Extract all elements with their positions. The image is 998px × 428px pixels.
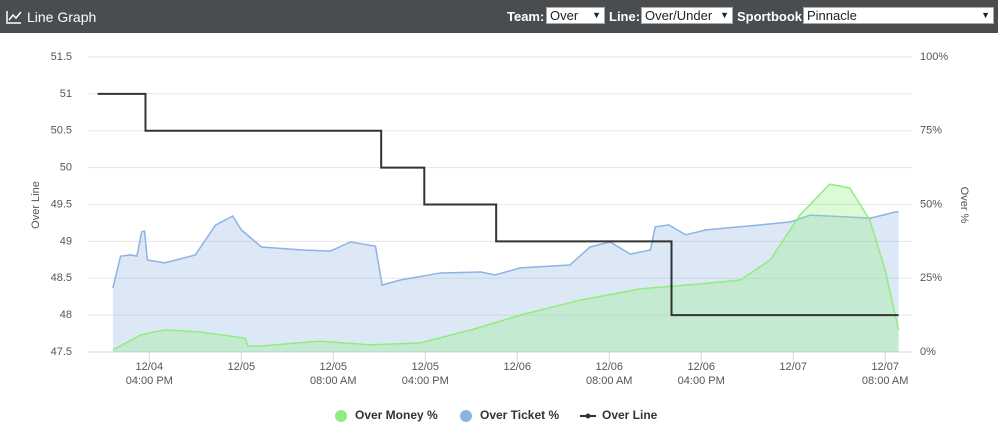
- legend-label: Over Ticket %: [480, 408, 559, 422]
- area-fill: [112, 211, 899, 352]
- line-label: Line:: [609, 9, 641, 24]
- sportbook-value: Pinnacle: [807, 8, 857, 23]
- y-tick-label: 49.5: [51, 198, 72, 210]
- legend-label: Over Money %: [355, 408, 438, 422]
- y-tick-label: 50.5: [51, 125, 72, 137]
- y2-tick-label: 25%: [920, 272, 942, 284]
- header-title: Line Graph: [27, 9, 97, 25]
- legend-symbol: [460, 410, 472, 422]
- x-tick-label: 12/06: [503, 361, 531, 373]
- sportbook-label: Sportbook:: [737, 9, 807, 24]
- x-tick-label: 08:00 AM: [586, 375, 632, 387]
- x-tick-label: 04:00 PM: [402, 375, 449, 387]
- y-tick-label: 48.5: [51, 272, 72, 284]
- y2-tick-label: 50%: [920, 198, 942, 210]
- series-line: [112, 183, 900, 351]
- legend-symbol: [585, 413, 591, 419]
- legend-label: Over Line: [602, 408, 658, 422]
- y-tick-label: 49: [60, 235, 72, 247]
- y-tick-label: 51: [60, 88, 72, 100]
- x-tick-label: 12/06: [595, 361, 623, 373]
- y-tick-label: 48: [60, 309, 72, 321]
- area-fill: [112, 184, 899, 352]
- header-bar: Line Graph Team: Over ▼ Line: Over/Under ▼…: [0, 0, 998, 33]
- y-tick-label: 47.5: [51, 346, 72, 358]
- chart-icon: [6, 11, 22, 24]
- line-select[interactable]: Over/Under ▼: [641, 7, 733, 24]
- x-tick-label: 04:00 PM: [126, 375, 173, 387]
- y2-axis-title: Over %: [958, 187, 970, 224]
- x-tick-label: 12/05: [228, 361, 256, 373]
- x-tick-label: 12/05: [411, 361, 439, 373]
- x-tick-label: 12/07: [871, 361, 899, 373]
- x-tick-label: 12/06: [687, 361, 715, 373]
- team-value: Over: [550, 8, 579, 23]
- team-label: Team:: [507, 9, 545, 24]
- sportbook-select[interactable]: Pinnacle ▼: [803, 7, 994, 24]
- x-tick-label: 12/04: [136, 361, 164, 373]
- y2-tick-label: 75%: [920, 125, 942, 137]
- y2-tick-label: 100%: [920, 51, 948, 63]
- x-tick-label: 04:00 PM: [678, 375, 725, 387]
- y-tick-label: 51.5: [51, 51, 72, 63]
- x-tick-label: 08:00 AM: [862, 375, 908, 387]
- series-line: [97, 92, 899, 317]
- x-tick-label: 12/05: [320, 361, 348, 373]
- team-select[interactable]: Over ▼: [546, 7, 605, 24]
- line-value: Over/Under: [645, 8, 713, 23]
- legend-symbol: [335, 410, 347, 422]
- x-tick-label: 08:00 AM: [310, 375, 356, 387]
- x-tick-label: 12/07: [779, 361, 807, 373]
- y2-tick-label: 0%: [920, 346, 936, 358]
- y-tick-label: 50: [60, 162, 72, 174]
- series-line: [112, 211, 899, 289]
- y-axis-title: Over Line: [30, 181, 42, 229]
